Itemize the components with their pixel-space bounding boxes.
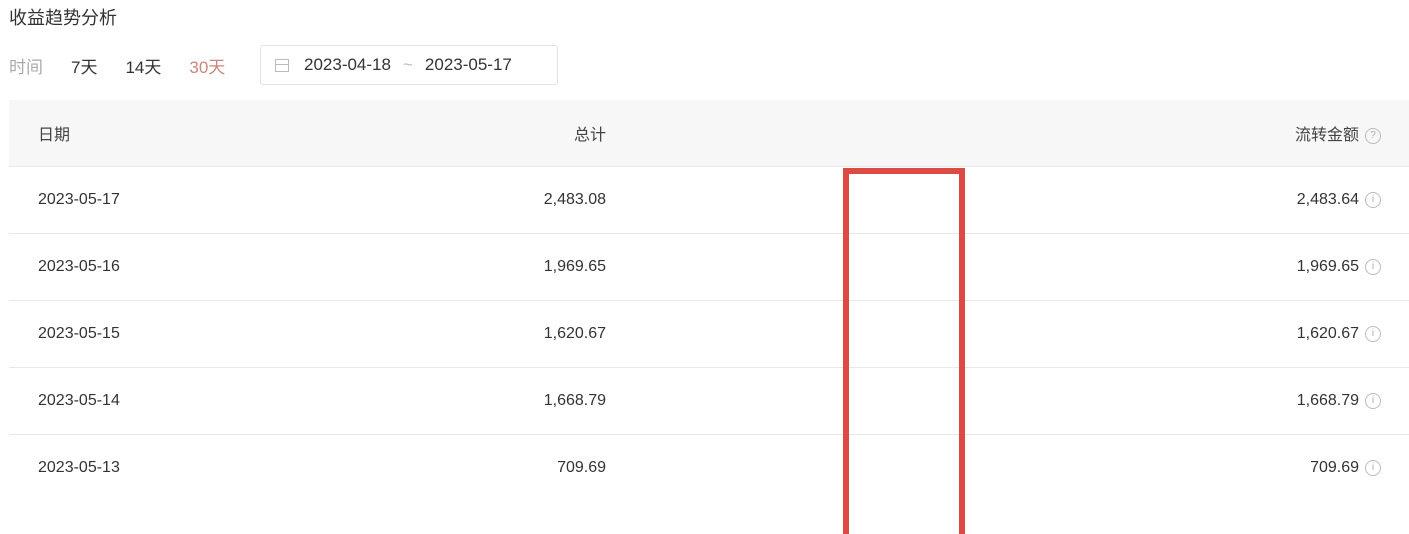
amount-value: 709.69 bbox=[1310, 459, 1359, 476]
cell-total: 1,668.79 bbox=[542, 367, 1080, 435]
cell-amount: 1,620.67 i bbox=[1080, 300, 1409, 368]
cell-amount: 1,668.79 i bbox=[1080, 367, 1409, 435]
date-range-picker[interactable]: 2023-04-18 ~ 2023-05-17 bbox=[260, 45, 558, 85]
header-date: 日期 bbox=[9, 100, 543, 167]
header-total: 总计 bbox=[542, 100, 1080, 167]
range-separator: ~ bbox=[402, 55, 413, 74]
cell-amount: 709.69 i bbox=[1080, 434, 1409, 501]
info-icon[interactable]: i bbox=[1365, 392, 1381, 409]
highlight-box bbox=[843, 168, 965, 534]
cell-date: 2023-05-14 bbox=[9, 367, 543, 435]
cell-amount: 1,969.65 i bbox=[1080, 233, 1409, 301]
cell-total: 2,483.08 bbox=[542, 166, 1080, 234]
table-row: 2023-05-14 1,668.79 1,668.79 i bbox=[9, 367, 1409, 435]
time-filter: 时间 7天 14天 30天 bbox=[9, 45, 253, 85]
help-icon[interactable]: ? bbox=[1365, 127, 1381, 144]
info-icon[interactable]: i bbox=[1365, 258, 1381, 275]
total-value: 709.69 bbox=[557, 459, 606, 476]
table-row: 2023-05-15 1,620.67 1,620.67 i bbox=[9, 300, 1409, 368]
option-14-days[interactable]: 14天 bbox=[125, 57, 162, 77]
earnings-table: 日期 总计 流转金额? 2023-05-17 2,483.08 2,483.64… bbox=[9, 100, 1409, 501]
total-value: 1,620.67 bbox=[543, 325, 606, 342]
option-7-days[interactable]: 7天 bbox=[71, 57, 98, 77]
amount-value: 2,483.64 bbox=[1296, 191, 1359, 208]
info-icon[interactable]: i bbox=[1365, 191, 1381, 208]
cell-date: 2023-05-15 bbox=[9, 300, 543, 368]
calendar-icon bbox=[275, 58, 289, 72]
section-title: 收益趋势分析 bbox=[9, 8, 117, 28]
option-30-days[interactable]: 30天 bbox=[189, 57, 226, 77]
total-value: 2,483.08 bbox=[543, 191, 606, 208]
cell-date: 2023-05-16 bbox=[9, 233, 543, 301]
cell-date: 2023-05-13 bbox=[9, 434, 543, 501]
header-amount-label: 流转金额 bbox=[1294, 127, 1359, 144]
total-value: 1,969.65 bbox=[543, 258, 606, 275]
header-total-label: 总计 bbox=[573, 127, 606, 144]
table-row: 2023-05-16 1,969.65 1,969.65 i bbox=[9, 233, 1409, 301]
amount-value: 1,668.79 bbox=[1296, 392, 1359, 409]
cell-total: 1,620.67 bbox=[542, 300, 1080, 368]
cell-total: 709.69 bbox=[542, 434, 1080, 501]
table-header: 日期 总计 流转金额? bbox=[9, 100, 1409, 167]
header-amount: 流转金额? bbox=[1080, 100, 1409, 167]
table-row: 2023-05-13 709.69 709.69 i bbox=[9, 434, 1409, 501]
amount-value: 1,620.67 bbox=[1296, 325, 1359, 342]
cell-date: 2023-05-17 bbox=[9, 166, 543, 234]
info-icon[interactable]: i bbox=[1365, 459, 1381, 476]
info-icon[interactable]: i bbox=[1365, 325, 1381, 342]
cell-total: 1,969.65 bbox=[542, 233, 1080, 301]
total-value: 1,668.79 bbox=[543, 392, 606, 409]
start-date[interactable]: 2023-04-18 bbox=[304, 55, 391, 74]
cell-amount: 2,483.64 i bbox=[1080, 166, 1409, 234]
table-row: 2023-05-17 2,483.08 2,483.64 i bbox=[9, 166, 1409, 234]
amount-value: 1,969.65 bbox=[1296, 258, 1359, 275]
end-date[interactable]: 2023-05-17 bbox=[424, 55, 512, 74]
time-label: 时间 bbox=[9, 57, 43, 77]
